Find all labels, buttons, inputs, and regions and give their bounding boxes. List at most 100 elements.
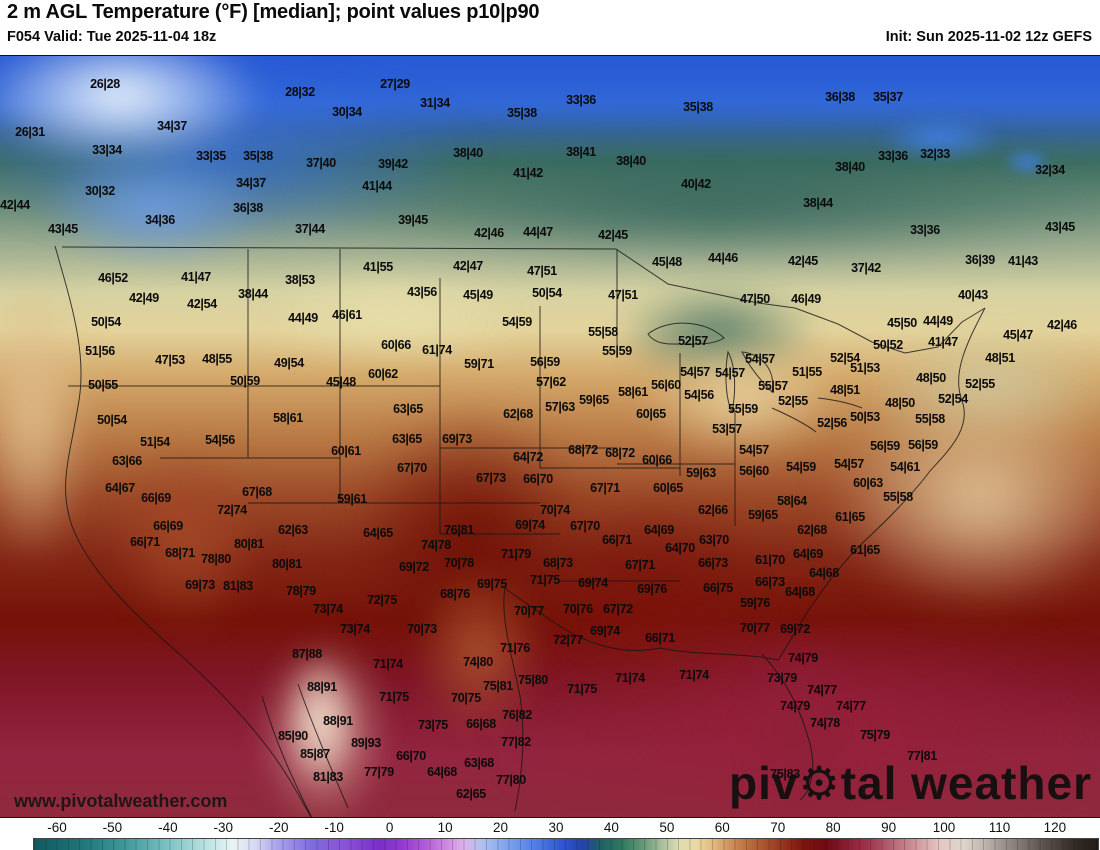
point-value: 46|49 xyxy=(791,292,821,306)
colorbar-tick-label: 10 xyxy=(437,820,453,835)
point-value: 77|80 xyxy=(496,773,526,787)
point-value: 74|78 xyxy=(810,716,840,730)
colorbar-tick-label: -30 xyxy=(213,820,234,835)
point-value: 51|53 xyxy=(850,361,880,375)
point-value: 66|70 xyxy=(396,749,426,763)
point-value: 62|65 xyxy=(456,787,486,801)
point-value: 85|87 xyxy=(300,747,330,761)
colorbar-tick-label: -20 xyxy=(268,820,289,835)
point-value: 74|77 xyxy=(807,683,837,697)
colorbar-tick-label: 90 xyxy=(881,820,897,835)
point-value: 38|53 xyxy=(285,273,315,287)
point-value: 49|54 xyxy=(274,356,304,370)
point-value: 71|79 xyxy=(501,547,531,561)
point-value: 74|78 xyxy=(421,538,451,552)
point-value: 42|44 xyxy=(0,198,30,212)
point-value: 69|73 xyxy=(185,578,215,592)
point-value: 60|66 xyxy=(642,453,672,467)
brand-prefix: piv xyxy=(728,757,799,809)
point-value: 52|57 xyxy=(678,334,708,348)
point-value: 33|34 xyxy=(92,143,122,157)
point-value: 44|49 xyxy=(288,311,318,325)
point-value: 66|73 xyxy=(698,556,728,570)
point-value: 66|69 xyxy=(153,519,183,533)
point-value: 74|79 xyxy=(780,699,810,713)
point-value: 48|51 xyxy=(985,351,1015,365)
point-value: 63|70 xyxy=(699,533,729,547)
point-value: 70|77 xyxy=(740,621,770,635)
point-value: 61|65 xyxy=(835,510,865,524)
point-value: 51|56 xyxy=(85,344,115,358)
point-value: 73|74 xyxy=(313,602,343,616)
colorbar-tick-label: 110 xyxy=(988,820,1011,835)
point-value: 62|66 xyxy=(698,503,728,517)
point-value: 38|44 xyxy=(803,196,833,210)
point-value: 26|31 xyxy=(15,125,45,139)
point-value: 76|82 xyxy=(502,708,532,722)
point-value: 54|61 xyxy=(890,460,920,474)
point-value: 56|59 xyxy=(908,438,938,452)
point-value: 37|44 xyxy=(295,222,325,236)
point-value: 54|56 xyxy=(205,433,235,447)
point-value: 87|88 xyxy=(292,647,322,661)
point-value: 58|64 xyxy=(777,494,807,508)
point-value: 52|55 xyxy=(778,394,808,408)
point-value: 56|60 xyxy=(651,378,681,392)
point-value: 60|62 xyxy=(368,367,398,381)
colorbar-gradient xyxy=(33,838,1099,850)
point-value: 66|73 xyxy=(755,575,785,589)
point-value: 67|72 xyxy=(603,602,633,616)
point-value: 80|81 xyxy=(234,537,264,551)
point-value: 54|57 xyxy=(715,366,745,380)
point-value: 35|38 xyxy=(683,100,713,114)
point-value: 70|76 xyxy=(563,602,593,616)
point-value: 66|69 xyxy=(141,491,171,505)
point-value: 36|39 xyxy=(965,253,995,267)
point-value: 48|51 xyxy=(830,383,860,397)
point-value: 69|74 xyxy=(590,624,620,638)
point-value: 45|49 xyxy=(463,288,493,302)
point-value: 72|74 xyxy=(217,503,247,517)
point-value: 70|74 xyxy=(540,503,570,517)
point-value: 40|43 xyxy=(958,288,988,302)
point-value: 48|50 xyxy=(885,396,915,410)
point-value: 74|77 xyxy=(836,699,866,713)
colorbar-tick-label: 70 xyxy=(770,820,786,835)
point-value: 64|67 xyxy=(105,481,135,495)
point-value: 32|34 xyxy=(1035,163,1065,177)
point-value: 51|54 xyxy=(140,435,170,449)
point-value: 78|80 xyxy=(201,552,231,566)
point-value: 88|91 xyxy=(307,680,337,694)
point-value: 67|70 xyxy=(570,519,600,533)
point-value: 41|47 xyxy=(928,335,958,349)
point-value: 37|42 xyxy=(851,261,881,275)
colorbar-tick-label: 100 xyxy=(932,820,956,835)
point-value: 72|75 xyxy=(367,593,397,607)
colorbar-tick-label: 0 xyxy=(385,820,394,835)
point-value: 68|73 xyxy=(543,556,573,570)
point-value: 34|36 xyxy=(145,213,175,227)
point-value: 38|41 xyxy=(566,145,596,159)
point-value: 80|81 xyxy=(272,557,302,571)
point-value: 59|65 xyxy=(579,393,609,407)
point-value: 73|74 xyxy=(340,622,370,636)
point-value: 75|79 xyxy=(860,728,890,742)
point-value: 41|55 xyxy=(363,260,393,274)
header: 2 m AGL Temperature (°F) [median]; point… xyxy=(0,0,1100,55)
point-value: 67|68 xyxy=(242,485,272,499)
point-value: 73|79 xyxy=(767,671,797,685)
point-value: 71|75 xyxy=(567,682,597,696)
point-value: 34|37 xyxy=(157,119,187,133)
point-value: 61|65 xyxy=(850,543,880,557)
point-value: 60|61 xyxy=(331,444,361,458)
point-value: 67|71 xyxy=(590,481,620,495)
point-value: 59|63 xyxy=(686,466,716,480)
point-value: 55|59 xyxy=(728,402,758,416)
point-value: 38|40 xyxy=(835,160,865,174)
point-value: 55|59 xyxy=(602,344,632,358)
point-value: 69|72 xyxy=(399,560,429,574)
point-value: 57|63 xyxy=(545,400,575,414)
colorbar-tick-label: -60 xyxy=(47,820,67,835)
point-value: 50|54 xyxy=(97,413,127,427)
